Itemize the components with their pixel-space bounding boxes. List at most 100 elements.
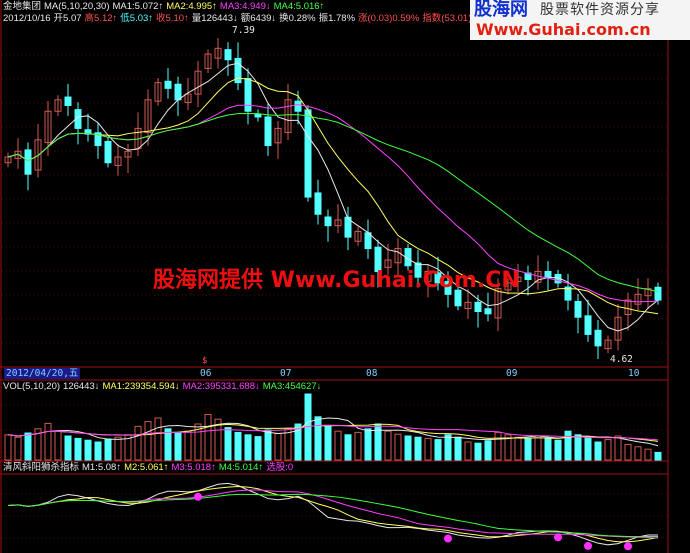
volume-bar: [624, 443, 632, 461]
event-marker: $: [202, 356, 208, 366]
candle-up: [334, 219, 342, 227]
candle-up: [124, 150, 132, 158]
candle-down: [304, 109, 312, 198]
vol-ma20-line: [7, 424, 659, 441]
candle-down: [454, 289, 462, 307]
volume-bar: [394, 433, 402, 461]
volume-bar: [14, 436, 22, 461]
candle-down: [414, 262, 422, 278]
volume-bar: [314, 416, 322, 461]
price-max-label: 7.39: [232, 25, 255, 36]
candle-down: [84, 129, 92, 135]
quote-low: 低5.03↑: [120, 13, 154, 24]
signal-marker: [444, 534, 452, 543]
candle-down: [244, 78, 252, 112]
volume-bar: [174, 432, 182, 461]
stock-name: 金地集团: [3, 1, 42, 12]
indicator-m1: M1:5.08↑: [82, 462, 122, 473]
volume-bar: [464, 441, 472, 461]
candle-up: [604, 339, 612, 350]
indicator-m2-line: [7, 486, 659, 543]
volume-bar: [574, 434, 582, 461]
volume-bar: [264, 429, 272, 461]
candle-down: [234, 57, 242, 84]
candle-down: [104, 140, 112, 164]
quote-amount: 额6439↓: [240, 13, 277, 24]
quote-open: 开5.07: [53, 13, 82, 24]
volume-bar: [164, 428, 172, 461]
month-tick-10: 10: [628, 368, 640, 379]
volume-bar: [54, 430, 62, 461]
volume-bar: [294, 423, 302, 461]
signal-marker: [584, 541, 592, 550]
volume-bar: [594, 441, 602, 461]
vol-ma2: MA2:395331.688↓: [182, 381, 260, 392]
candle-down: [174, 83, 182, 101]
quote-change: 涨(0.03)0.59%: [358, 13, 420, 24]
volume-bar: [234, 431, 242, 461]
quote-close: 收5.10↑: [156, 13, 189, 24]
volume-bar: [204, 413, 212, 461]
candle-down: [594, 329, 602, 347]
candle-up: [154, 82, 162, 102]
candle-down: [264, 116, 272, 147]
ma3-value: MA3:4.949↓: [219, 1, 271, 12]
indicator-m3-line: [7, 489, 659, 539]
candle-up: [634, 293, 642, 305]
volume-bar: [444, 434, 452, 461]
volume-bar: [524, 438, 532, 461]
ma2-value: MA2:4.995↑: [166, 1, 217, 12]
watermark: 股海网提供 Www.Guhai.Com.CN: [153, 268, 520, 293]
cursor-date: 2012/04/20,五: [4, 368, 81, 379]
candle-up: [144, 99, 152, 134]
candle-down: [344, 216, 352, 238]
volume-bar: [484, 440, 492, 461]
quote-turnover: 换0.28%: [279, 13, 316, 24]
volume-bar: [84, 439, 92, 461]
candle-down: [24, 149, 32, 175]
volume-bar: [254, 436, 262, 461]
volume-bar: [554, 439, 562, 461]
logo-brand: 股海网: [474, 0, 528, 20]
volume-bar: [654, 451, 662, 461]
ma-label: MA(5,10,20,30): [44, 1, 110, 12]
volume-bar: [504, 434, 512, 461]
volume-bar: [4, 434, 12, 461]
candle-up: [644, 288, 652, 297]
candle-up: [184, 93, 192, 104]
volume-bar: [94, 441, 102, 461]
volume-bar: [564, 430, 572, 461]
volume-bar: [134, 425, 142, 461]
candle-down: [64, 96, 72, 107]
volume-bar: [424, 437, 432, 461]
volume-bar: [514, 436, 522, 461]
volume-bar: [404, 435, 412, 461]
quote-header: 2012/10/16 开5.07 高5.12↑ 低5.03↑ 收5.10↑ 量126443…: [3, 13, 474, 25]
candle-down: [294, 100, 302, 112]
volume-bar: [74, 437, 82, 461]
volume-bar: [224, 427, 232, 461]
indicator-m2: M2:5.061↑: [124, 462, 169, 473]
candle-down: [574, 300, 582, 318]
ma10-line: [7, 77, 659, 315]
candle-up: [274, 127, 282, 144]
candle-up: [354, 230, 362, 242]
volume-bar: [374, 423, 382, 461]
volume-bar: [354, 431, 362, 461]
volume-bar: [384, 430, 392, 461]
quote-high: 高5.12↑: [84, 13, 118, 24]
indicator-m3: M3:5.018↑: [171, 462, 216, 473]
candle-down: [584, 315, 592, 335]
guhai-logo: 股海网 股票软件资源分享 Www.Guhai.com.cn: [470, 0, 690, 40]
price-min-label: 4.62: [610, 354, 633, 365]
month-tick-06: 06: [200, 368, 212, 379]
volume-bar: [274, 433, 282, 461]
month-tick-09: 09: [506, 368, 518, 379]
candle-down: [164, 80, 172, 89]
ma5-line: [7, 62, 659, 332]
volume-bar: [454, 436, 462, 461]
candle-up: [504, 282, 512, 291]
candle-up: [44, 110, 52, 144]
vol-ma1: MA1:239354.594↓: [102, 381, 180, 392]
signal-marker: [194, 492, 202, 501]
